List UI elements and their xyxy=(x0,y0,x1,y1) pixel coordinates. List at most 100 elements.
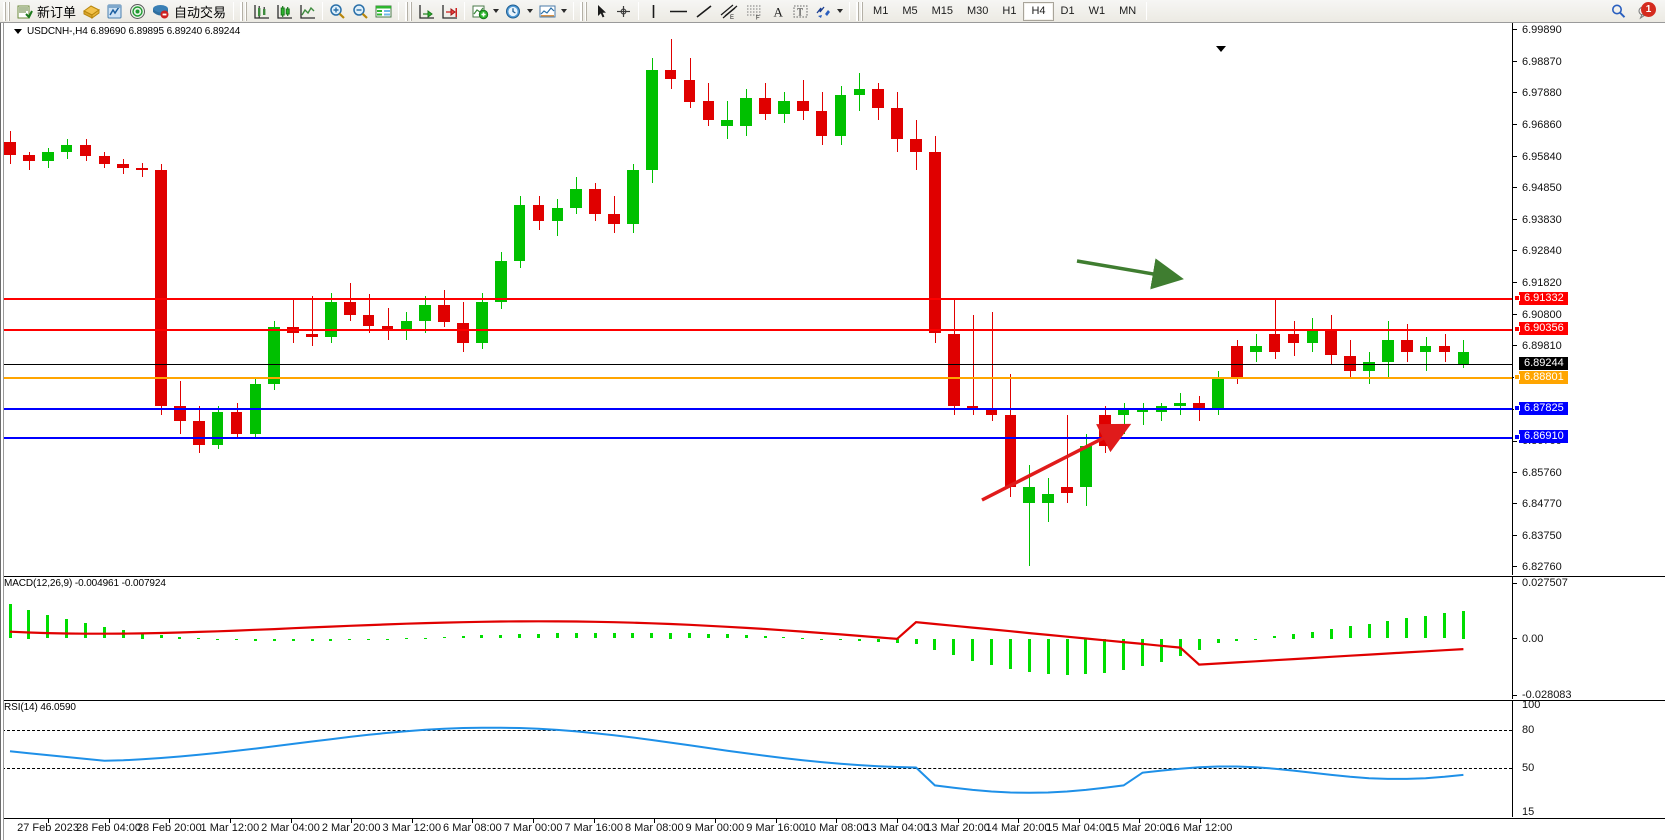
period-dropdown-arrow[interactable] xyxy=(527,9,534,13)
rsi-plot[interactable] xyxy=(2,701,1512,817)
alerts-icon[interactable]: 1 xyxy=(1633,1,1659,22)
price-pane[interactable]: USDCNH-,H4 6.89690 6.89895 6.89240 6.892… xyxy=(0,23,1665,575)
timeframe-m1[interactable]: M1 xyxy=(873,5,889,17)
price-tag-last-price[interactable]: 6.89244 xyxy=(1519,357,1568,370)
templates-dropdown-arrow[interactable] xyxy=(561,9,568,13)
price-tag-handle[interactable] xyxy=(1514,374,1520,381)
text-label-icon[interactable]: A xyxy=(767,1,789,22)
toolbar-grip-4[interactable] xyxy=(580,1,588,21)
price-tick: 6.89810 xyxy=(1513,340,1665,352)
macd-histogram-bar xyxy=(159,634,163,639)
candle-body xyxy=(1231,346,1243,378)
vertical-line-icon[interactable] xyxy=(642,1,665,22)
new-order-label[interactable]: 新订单 xyxy=(37,4,77,20)
equidistant-channel-icon[interactable]: E xyxy=(717,1,742,22)
support-line-2[interactable] xyxy=(2,436,1512,439)
support-line-1[interactable] xyxy=(2,408,1512,410)
candle-body xyxy=(740,98,752,127)
bar-chart-icon[interactable] xyxy=(250,1,273,22)
indicator-dropdown-arrow[interactable] xyxy=(493,9,500,13)
crosshair-icon[interactable] xyxy=(612,1,635,22)
shift-chart-icon[interactable] xyxy=(415,1,438,22)
candle-body xyxy=(570,189,583,208)
macd-histogram-bar xyxy=(1159,638,1163,662)
data-window-icon[interactable] xyxy=(372,1,395,22)
market-watch-icon[interactable] xyxy=(103,1,126,22)
search-icon[interactable] xyxy=(1607,1,1629,22)
price-tag-resistance[interactable]: 6.90356 xyxy=(1514,322,1568,336)
macd-plot[interactable] xyxy=(2,577,1512,699)
candle-body xyxy=(381,325,394,329)
toolbar-separator-7 xyxy=(849,2,851,20)
line-chart-icon[interactable] xyxy=(296,1,319,22)
last-price-line[interactable] xyxy=(2,363,1512,365)
macd-histogram-bar xyxy=(253,638,257,641)
zoom-out-icon[interactable] xyxy=(349,1,372,22)
time-tick-label: 13 Mar 20:00 xyxy=(925,822,990,834)
time-axis[interactable]: 27 Feb 2023 28 Feb 04:00 28 Feb 20:00 1 Mar… xyxy=(0,818,1665,840)
rsi-pane[interactable]: RSI(14) 46.0590 100 80 50 15 xyxy=(0,700,1665,817)
autotrading-icon[interactable] xyxy=(149,1,172,22)
price-tag-handle[interactable] xyxy=(1514,405,1520,411)
toolbar-grip-3[interactable] xyxy=(405,1,413,21)
chart-area[interactable]: USDCNH-,H4 6.89690 6.89895 6.89240 6.892… xyxy=(0,23,1665,840)
candlestick-chart-icon[interactable] xyxy=(273,1,296,22)
macd-histogram-bar xyxy=(1065,638,1069,675)
price-tag-support[interactable]: 6.87825 xyxy=(1514,401,1568,415)
add-indicator-icon[interactable] xyxy=(468,1,491,22)
rsi-tick: 50 xyxy=(1522,761,1535,774)
timeframe-m5[interactable]: M5 xyxy=(902,5,918,17)
period-clock-icon[interactable] xyxy=(502,1,525,22)
signals-icon[interactable] xyxy=(126,1,149,22)
zoom-in-icon[interactable] xyxy=(326,1,349,22)
cursor-icon[interactable] xyxy=(590,1,612,22)
toolbar-grip-5[interactable] xyxy=(856,1,864,21)
expert-advisor-icon[interactable] xyxy=(80,1,103,22)
price-tag-support[interactable]: 6.86910 xyxy=(1514,430,1568,444)
price-tag-handle[interactable] xyxy=(1514,325,1520,332)
templates-icon[interactable] xyxy=(536,1,559,22)
timeframe-w1[interactable]: W1 xyxy=(1088,5,1106,17)
autotrading-label[interactable]: 自动交易 xyxy=(174,4,227,20)
time-tick-label: 13 Mar 04:00 xyxy=(864,822,930,834)
pivot-line[interactable] xyxy=(2,377,1512,380)
time-tick-mark xyxy=(1078,819,1080,823)
trendline-icon[interactable] xyxy=(692,1,717,22)
toolbar-grip-2[interactable] xyxy=(240,1,248,21)
macd-histogram-bar xyxy=(857,638,861,641)
price-tag-resistance[interactable]: 6.91332 xyxy=(1514,291,1568,305)
auto-scroll-icon[interactable] xyxy=(438,1,461,22)
candle-body xyxy=(192,421,205,445)
macd-histogram-bar xyxy=(801,637,805,639)
new-order-button[interactable] xyxy=(13,1,35,22)
price-scale[interactable]: 6.99890 6.98870 6.97880 6.96860 6.95840 6.948… xyxy=(1513,23,1665,575)
macd-histogram-bar xyxy=(1367,623,1371,639)
shapes-dropdown-arrow[interactable] xyxy=(837,9,844,13)
time-tick-label: 7 Mar 00:00 xyxy=(503,822,563,834)
candle-body xyxy=(1419,346,1432,353)
price-tag-handle[interactable] xyxy=(1514,433,1520,440)
macd-histogram-bar xyxy=(839,638,842,640)
price-tag-pivot[interactable]: 6.88801 xyxy=(1514,370,1568,384)
fibonacci-icon[interactable]: F xyxy=(742,1,767,22)
price-tag-handle[interactable] xyxy=(1514,295,1520,301)
macd-pane[interactable]: MACD(12,26,9) -0.004961 -0.007924 0.0275… xyxy=(0,576,1665,699)
timeframe-d1[interactable]: D1 xyxy=(1060,5,1075,17)
candle-body xyxy=(872,88,885,108)
arrows-shapes-icon[interactable] xyxy=(812,1,835,22)
timeframe-m30[interactable]: M30 xyxy=(967,5,989,17)
toolbar-grip-1[interactable] xyxy=(3,1,10,21)
timeframe-mn[interactable]: MN xyxy=(1119,5,1137,17)
horizontal-line-icon[interactable] xyxy=(665,1,692,22)
candle-body xyxy=(551,208,564,221)
timeframe-h4[interactable]: H4 xyxy=(1023,1,1054,21)
candle-body xyxy=(457,322,469,343)
timeframe-m15[interactable]: M15 xyxy=(931,5,953,17)
candle-body xyxy=(325,302,337,337)
resistance-line-1[interactable] xyxy=(2,298,1512,300)
text-box-icon[interactable]: T xyxy=(789,1,812,22)
svg-text:E: E xyxy=(730,15,734,20)
resistance-line-2[interactable] xyxy=(2,328,1512,331)
price-tick: 6.92840 xyxy=(1513,245,1665,257)
timeframe-h1[interactable]: H1 xyxy=(1002,5,1017,17)
